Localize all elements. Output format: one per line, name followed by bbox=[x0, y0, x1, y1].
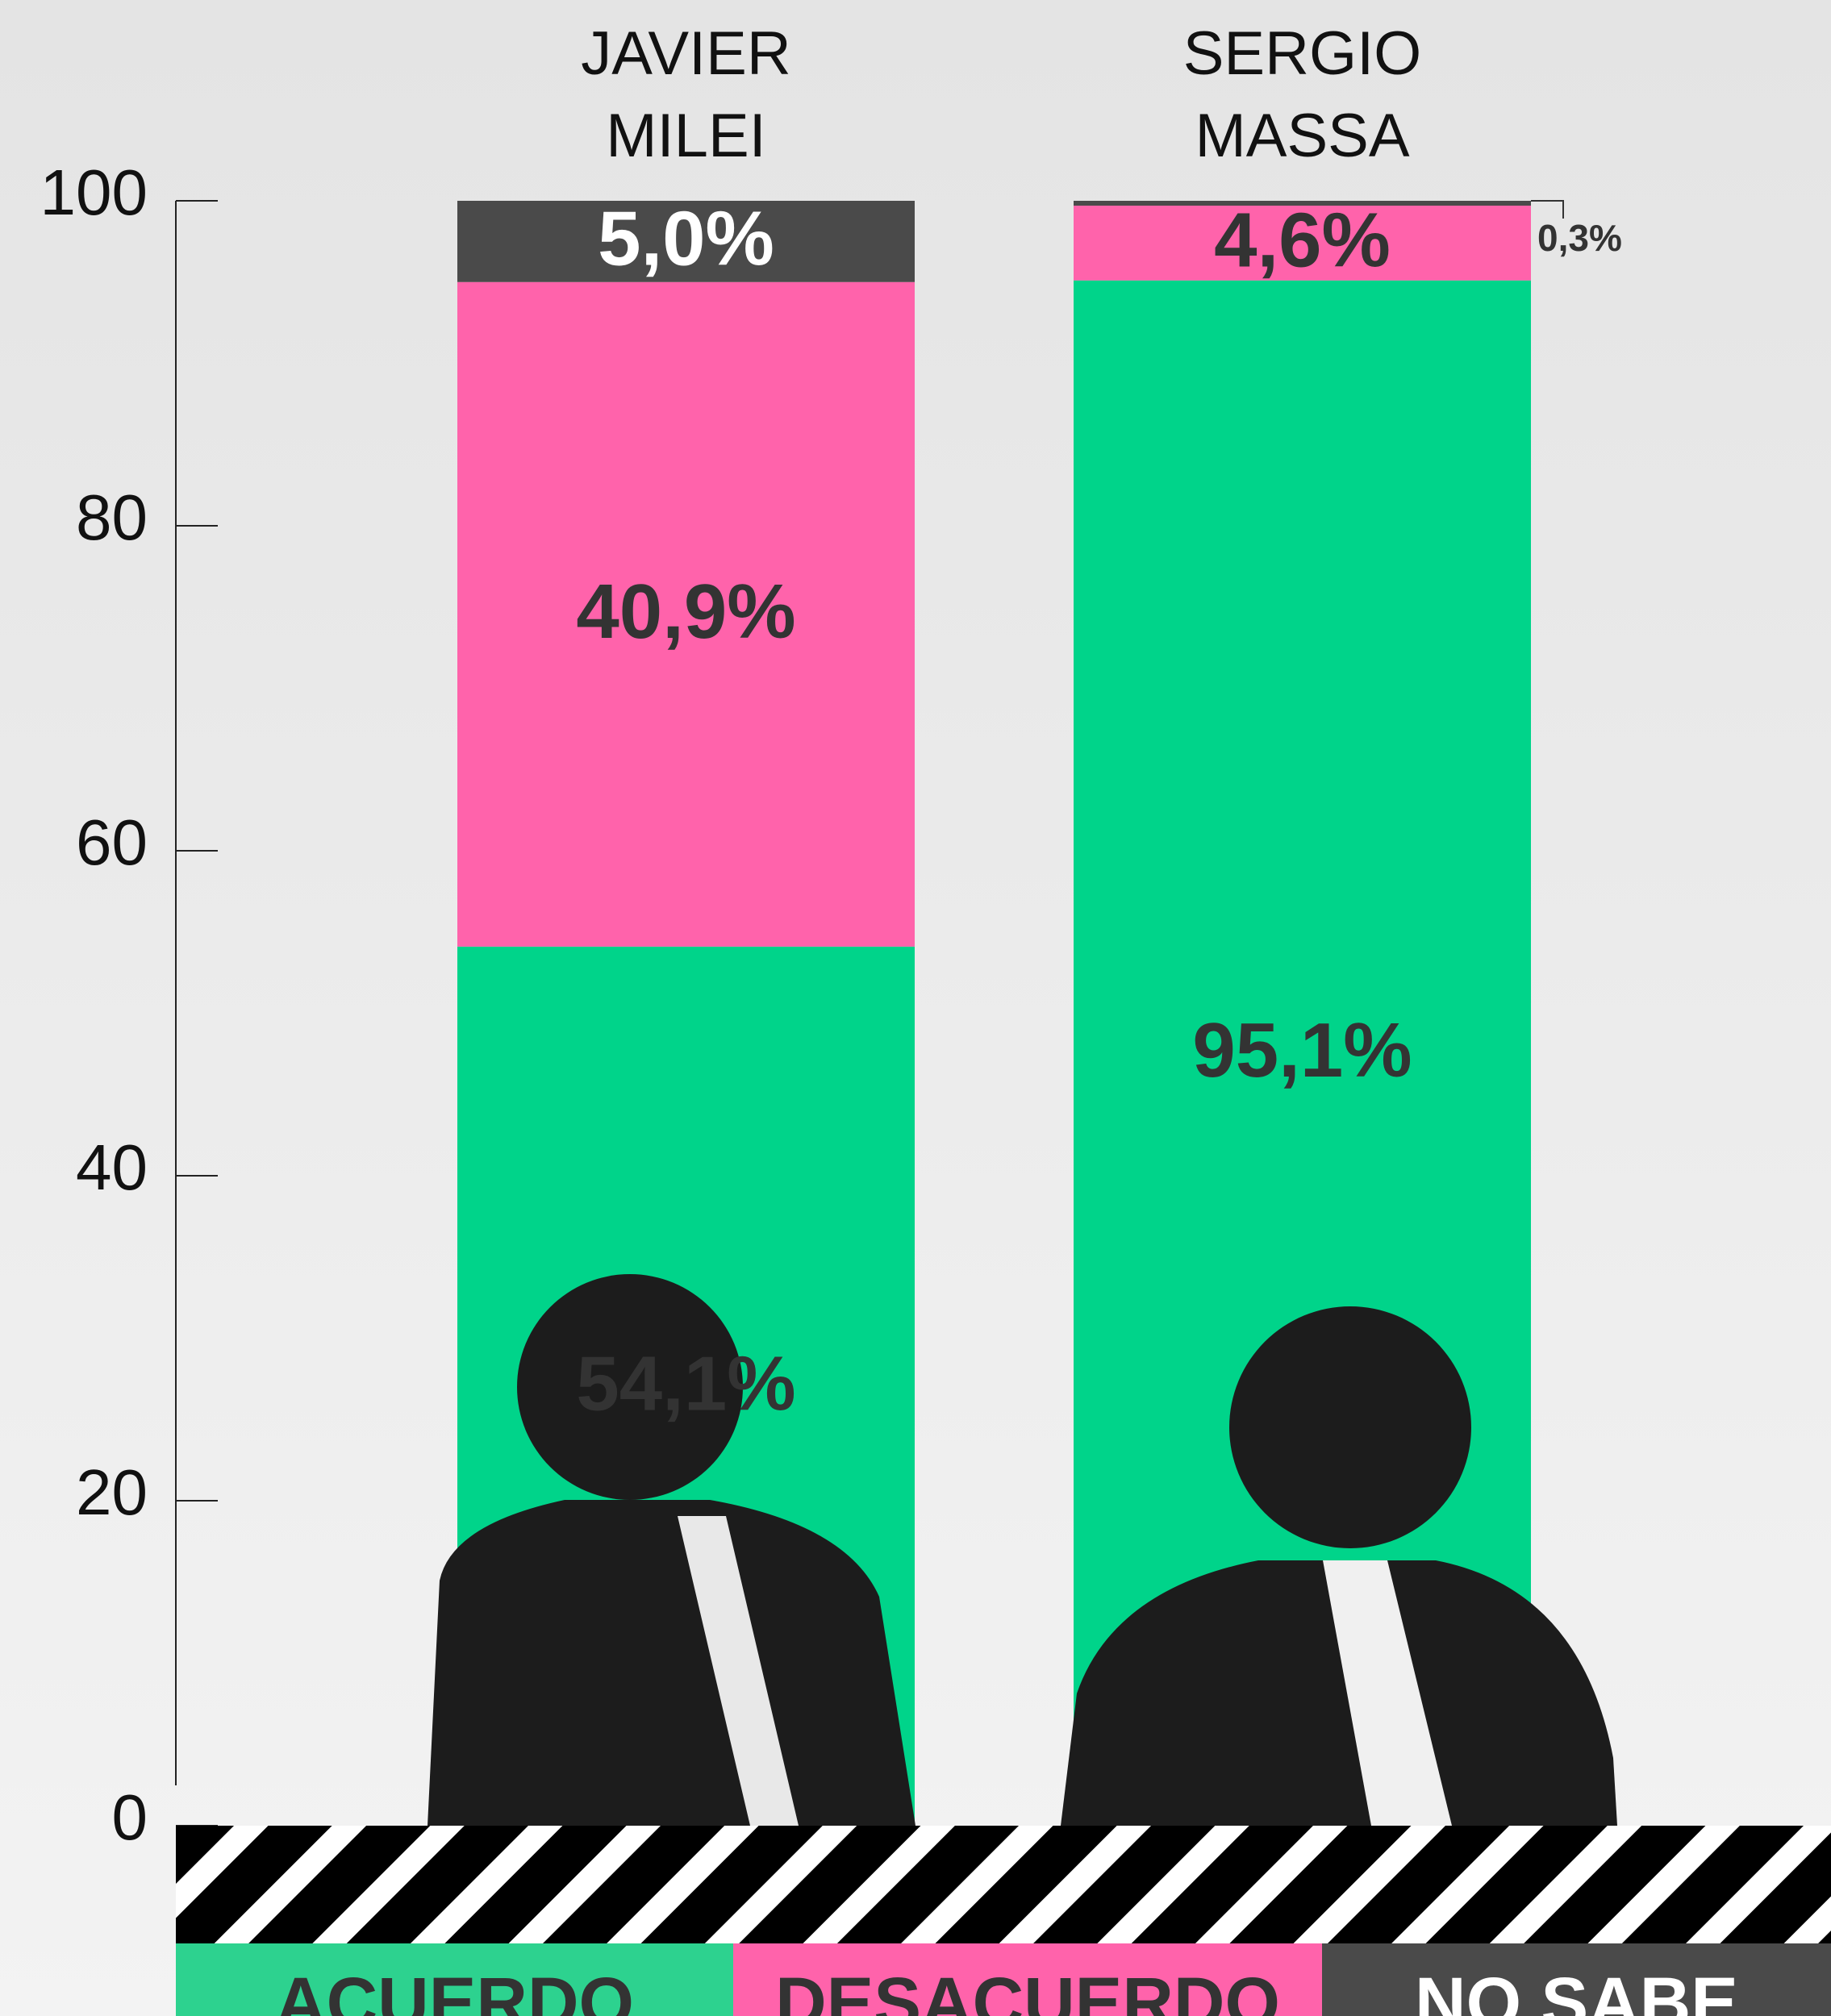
photo-massa-head bbox=[1229, 1306, 1471, 1548]
value-label: 4,6% bbox=[1214, 198, 1391, 284]
photo-massa-body bbox=[1061, 1560, 1617, 1826]
legend-swatch bbox=[176, 1943, 733, 2016]
photo-milei-sash bbox=[678, 1516, 799, 1826]
bar-segment bbox=[1074, 206, 1531, 281]
stripe-band bbox=[176, 1826, 1831, 1943]
bar-segment bbox=[457, 201, 915, 282]
photos bbox=[428, 1274, 1617, 1826]
value-label: 5,0% bbox=[598, 196, 774, 282]
legend-label: DESACUERDO bbox=[775, 1962, 1280, 2016]
photo-massa-shirt bbox=[1323, 1560, 1452, 1826]
bar-segment bbox=[457, 281, 915, 947]
value-label: 0,3% bbox=[1537, 217, 1622, 259]
value-label-leader bbox=[1531, 200, 1564, 219]
y-tick-label: 20 bbox=[76, 1456, 148, 1528]
labels: JAVIER MILEI 54,1% 40,9% 5,0% SERGIO MASSA 95,1… bbox=[576, 19, 1621, 1427]
bar-segment bbox=[1074, 201, 1531, 206]
axis: 0 20 40 60 80 100 bbox=[40, 156, 218, 1853]
photo-milei-head bbox=[517, 1274, 743, 1500]
y-tick-label: 100 bbox=[40, 156, 148, 228]
legend-label: ACUERDO bbox=[275, 1962, 634, 2016]
y-tick-label: 0 bbox=[112, 1781, 148, 1853]
y-tick-label: 60 bbox=[76, 806, 148, 878]
value-label: 54,1% bbox=[576, 1340, 795, 1427]
legend: ACUERDO DESACUERDO NO SABE bbox=[176, 1943, 1831, 2016]
photo-milei-body bbox=[428, 1500, 916, 1826]
legend-swatch bbox=[733, 1943, 1322, 2016]
y-tick-label: 40 bbox=[76, 1131, 148, 1203]
category-label: SERGIO MASSA bbox=[1183, 19, 1422, 170]
value-label: 40,9% bbox=[576, 569, 795, 655]
legend-label: NO SABE bbox=[1415, 1962, 1738, 2016]
category-label: JAVIER MILEI bbox=[581, 19, 790, 170]
y-tick-label: 80 bbox=[76, 481, 148, 553]
value-label: 95,1% bbox=[1192, 1007, 1412, 1093]
legend-swatch bbox=[1322, 1943, 1831, 2016]
